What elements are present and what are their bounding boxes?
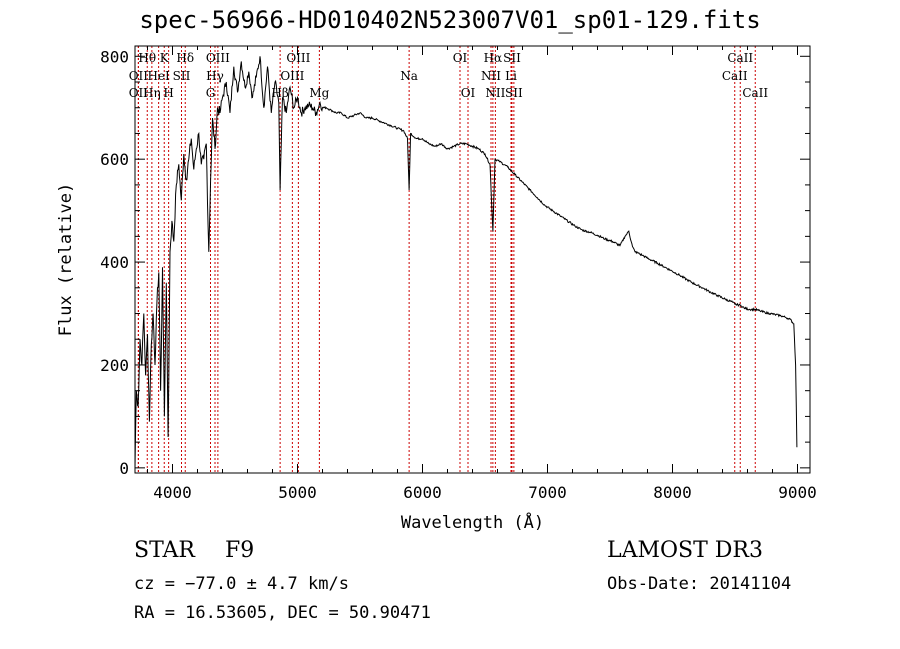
x-tick-label-0: 4000: [153, 483, 192, 502]
line-label-6: H: [163, 86, 173, 100]
object-class: STAR: [134, 538, 195, 563]
object-subclass: F9: [225, 538, 255, 563]
line-label-12: OIII: [286, 51, 310, 65]
spectrum-line: [135, 56, 798, 468]
line-label-23: Li: [505, 69, 517, 83]
coordinates-info: RA = 16.53605, DEC = 50.90471: [134, 603, 431, 623]
x-tick-label-4: 8000: [653, 483, 692, 502]
y-tick-label-3: 600: [100, 150, 129, 169]
line-label-22: SII: [503, 51, 521, 65]
line-label-10: Hγ: [206, 69, 224, 83]
object-classification: STAR F9: [134, 538, 284, 563]
observation-date: Obs-Date: 20141104: [607, 574, 792, 594]
y-axis-label: Flux (relative): [56, 183, 76, 337]
y-tick-label-0: 0: [119, 459, 129, 478]
line-label-15: Mg: [309, 86, 329, 100]
line-label-24: SII: [505, 86, 523, 100]
y-tick-label-4: 800: [100, 47, 129, 66]
spectrum-trace: [135, 56, 798, 468]
plot-frame: [134, 45, 811, 474]
x-tick-label-3: 7000: [528, 483, 567, 502]
line-label-14: Hβ: [271, 86, 288, 100]
line-label-4: K: [160, 51, 170, 65]
line-label-20: NII: [481, 69, 501, 83]
line-label-5: HeI: [147, 69, 170, 83]
x-tick-label-2: 6000: [403, 483, 442, 502]
line-label-26: CaII: [722, 69, 748, 83]
redshift-info: cz = −77.0 ± 4.7 km/s: [134, 574, 349, 594]
x-axis-label: Wavelength (Å): [401, 511, 544, 533]
line-label-19: Hα: [484, 51, 503, 65]
line-label-17: OI: [453, 51, 468, 65]
axis-ticks: 4000 5000 6000 7000 8000 9000 0 200 400 600 800: [100, 46, 817, 502]
line-label-2: OII: [129, 86, 149, 100]
survey-name: LAMOST DR3: [607, 538, 763, 563]
line-label-27: CaII: [742, 86, 768, 100]
line-label-18: OI: [461, 86, 476, 100]
line-label-13: OIII: [280, 69, 304, 83]
chart-title: spec-56966-HD010402N523007V01_sp01-129.f…: [139, 6, 761, 34]
line-label-9: OIII: [206, 51, 230, 65]
x-tick-label-1: 5000: [278, 483, 317, 502]
line-label-21: NII: [485, 86, 505, 100]
line-label-1: OII: [129, 69, 149, 83]
x-tick-label-5: 9000: [778, 483, 817, 502]
line-label-25: CaII: [727, 51, 753, 65]
y-tick-label-1: 200: [100, 356, 129, 375]
line-label-16: Na: [400, 69, 418, 83]
line-label-0: Hθ: [138, 51, 156, 65]
y-tick-label-2: 400: [100, 253, 129, 272]
spectral-line-markers: [137, 46, 756, 473]
line-label-11: G: [206, 86, 216, 100]
line-label-3: Hη: [143, 86, 161, 100]
line-label-8: SII: [173, 69, 191, 83]
line-label-7: Hδ: [176, 51, 194, 65]
